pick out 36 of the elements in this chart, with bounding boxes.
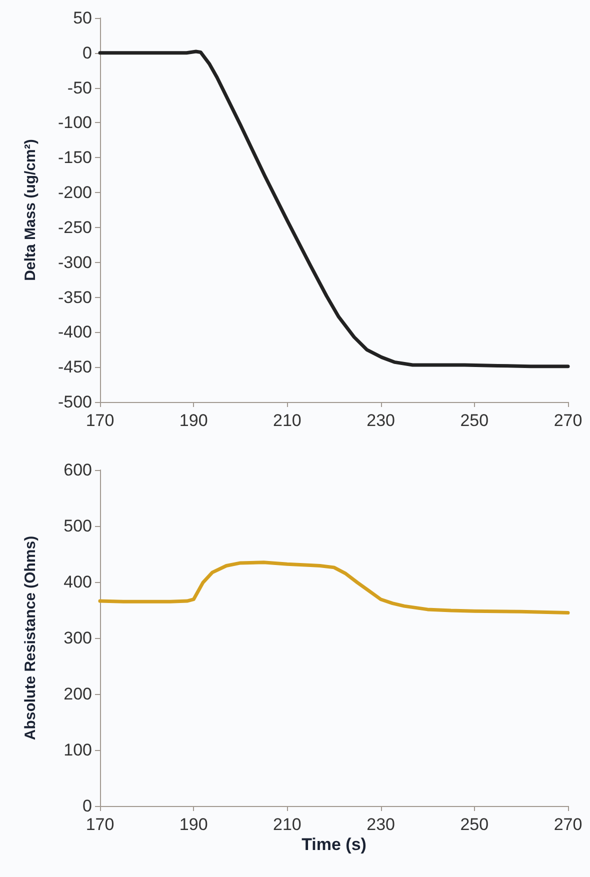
x-tick-label: 250	[460, 411, 489, 430]
line-series	[98, 50, 570, 368]
y-tick-label: -100	[58, 113, 92, 132]
line-series	[98, 560, 570, 615]
x-tick-label: 190	[179, 411, 208, 430]
y-tick-label: 200	[64, 684, 92, 704]
x-tick-label: 210	[273, 411, 302, 430]
x-tick-label: 190	[179, 815, 208, 834]
y-tick-label: 300	[64, 628, 92, 648]
y-tick-label: 50	[73, 8, 92, 28]
y-tick-label: -400	[58, 322, 92, 342]
y-tick-label: -300	[58, 252, 92, 272]
y-tick-label: 0	[82, 43, 92, 62]
y-axis-title: Absolute Resistance (Ohms)	[22, 536, 39, 740]
y-tick-label: -150	[58, 148, 92, 168]
y-tick-label: 100	[64, 740, 92, 760]
y-tick-label: 500	[64, 516, 92, 536]
y-tick-label: -50	[67, 78, 92, 98]
x-tick-label: 250	[460, 815, 489, 834]
x-tick-label: 170	[86, 411, 114, 430]
y-tick-label: -250	[58, 218, 92, 237]
x-tick-label: 270	[554, 411, 582, 430]
y-tick-label: 0	[82, 796, 92, 816]
x-tick-label: 230	[366, 815, 395, 834]
x-tick-label: 270	[554, 815, 582, 834]
y-tick-label: 600	[64, 460, 92, 480]
x-axis-title: Time (s)	[302, 835, 366, 854]
x-tick-label: 170	[86, 815, 114, 834]
y-tick-label: -350	[58, 288, 92, 307]
y-axis-title: Delta Mass (ug/cm²)	[22, 139, 39, 281]
x-tick-label: 230	[366, 411, 395, 430]
x-tick-label: 210	[273, 815, 302, 834]
y-tick-label: -500	[58, 392, 92, 412]
y-tick-label: 400	[64, 572, 92, 592]
y-tick-label: -200	[58, 183, 92, 202]
y-tick-label: -450	[58, 358, 92, 377]
